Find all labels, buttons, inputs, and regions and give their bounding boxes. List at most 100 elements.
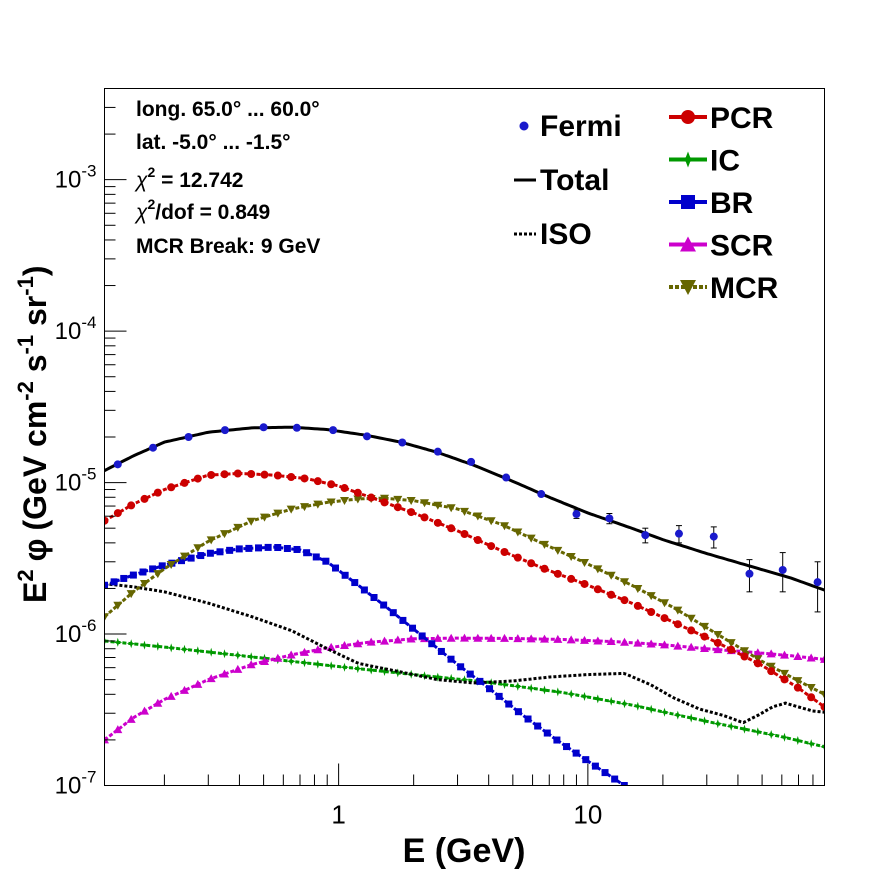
series-mcr-marker	[593, 565, 603, 574]
fermi-point	[709, 532, 718, 541]
series-br-marker	[543, 729, 551, 737]
series-ic-marker	[300, 658, 309, 668]
series-pcr-marker	[793, 683, 802, 692]
series-ic-marker	[766, 730, 776, 739]
series-mcr-marker	[726, 639, 736, 648]
series-ic-marker	[393, 668, 403, 678]
series-br-marker	[399, 616, 407, 624]
series-scr-marker	[713, 645, 723, 654]
series-ic-marker	[553, 687, 563, 697]
series-scr-marker	[180, 685, 189, 694]
series-br-marker	[418, 632, 426, 640]
series-ic-marker	[220, 649, 229, 659]
series-ic-marker	[753, 727, 763, 737]
fermi-point	[537, 490, 546, 499]
series-mcr-marker	[713, 630, 723, 639]
series-ic-marker	[193, 646, 203, 656]
series-scr-marker	[686, 642, 696, 651]
series-scr-marker	[486, 633, 496, 642]
series-br-marker	[129, 571, 137, 579]
series-scr-marker	[313, 645, 323, 654]
series-scr-marker	[340, 641, 349, 650]
series-pcr-marker	[807, 693, 816, 702]
series-scr-marker	[220, 669, 229, 678]
fermi-point	[605, 514, 614, 523]
series-mcr-marker	[793, 677, 803, 686]
legend-mcr-marker	[680, 280, 696, 295]
series-br-marker	[139, 568, 147, 576]
info-box: long. 65.0° ... 60.0° lat. -5.0° ... -1.…	[134, 98, 320, 258]
series-pcr-marker	[567, 574, 576, 583]
series-pcr-marker	[367, 493, 376, 502]
series-mcr-marker	[326, 498, 336, 507]
series-mcr-marker	[566, 552, 576, 561]
series-pcr-marker	[353, 488, 362, 497]
series-mcr-marker	[513, 528, 523, 537]
series-mcr-marker	[446, 504, 456, 513]
series-pcr-marker	[327, 480, 336, 489]
series-br-marker	[255, 544, 263, 552]
series-pcr-marker	[340, 484, 349, 493]
series-mcr-marker	[580, 558, 589, 567]
series-ic-marker	[620, 699, 629, 709]
series-ic-marker	[446, 673, 456, 683]
series-pcr-marker	[647, 607, 656, 616]
series-scr-marker	[593, 636, 603, 645]
legend-ic-label: IC	[710, 145, 740, 178]
series-pcr-marker	[753, 659, 762, 668]
series-ic-marker	[540, 685, 549, 695]
fermi-point	[745, 569, 754, 578]
series-scr-marker	[460, 633, 469, 642]
y-tick-label: 10-5	[55, 465, 97, 497]
series-ic-marker	[580, 692, 589, 701]
series-scr-marker	[553, 634, 563, 643]
series-br-marker	[235, 545, 243, 553]
series-scr-marker	[300, 647, 309, 656]
fermi-point	[778, 565, 787, 574]
series-ic-marker	[593, 694, 603, 704]
series-ic-marker	[566, 689, 576, 699]
series-mcr-marker	[460, 507, 469, 516]
series-ic-marker	[326, 661, 336, 671]
series-ic-marker	[646, 704, 656, 714]
series-pcr-marker	[433, 518, 442, 527]
series-scr-marker	[500, 633, 509, 642]
series-br-marker	[611, 775, 619, 783]
series-pcr-marker	[527, 559, 536, 568]
series-pcr-marker	[820, 702, 825, 711]
series-pcr-marker	[780, 675, 789, 684]
legend-ic-marker	[680, 151, 696, 168]
series-scr-marker	[126, 714, 136, 723]
series-pcr-marker	[700, 632, 709, 641]
series-ic-marker	[460, 675, 469, 685]
series-br-marker	[476, 677, 484, 685]
series-scr-marker	[393, 635, 403, 644]
series-mcr-marker	[286, 505, 296, 514]
series-scr-marker	[286, 650, 296, 659]
curves-clipped	[104, 423, 825, 786]
series-br-marker	[312, 553, 320, 561]
series-br-marker	[178, 557, 186, 565]
series-pcr-marker	[247, 469, 256, 478]
series-scr-marker	[273, 653, 283, 662]
series-scr-marker	[406, 634, 416, 643]
legend-mcr-label: MCR	[710, 272, 779, 305]
series-pcr-marker	[140, 494, 149, 503]
series-ic-marker	[673, 710, 683, 720]
series-scr-marker	[540, 634, 549, 643]
x-tick-label: 1	[331, 800, 345, 830]
series-pcr-marker	[104, 516, 109, 525]
series-mcr-marker	[526, 534, 536, 543]
series-ic-marker	[726, 721, 736, 731]
legend-fermi-swatch	[519, 121, 529, 131]
series-scr-marker	[700, 644, 709, 653]
fermi-point	[674, 529, 683, 538]
series-ic-marker	[140, 640, 149, 650]
series-br-marker	[534, 722, 542, 730]
series-ic-marker	[660, 707, 669, 717]
series-br-marker	[351, 579, 359, 587]
series-ic-marker	[700, 716, 709, 726]
series-pcr-marker	[233, 469, 242, 478]
series-br-marker	[601, 769, 609, 777]
series-mcr-marker	[606, 571, 616, 580]
